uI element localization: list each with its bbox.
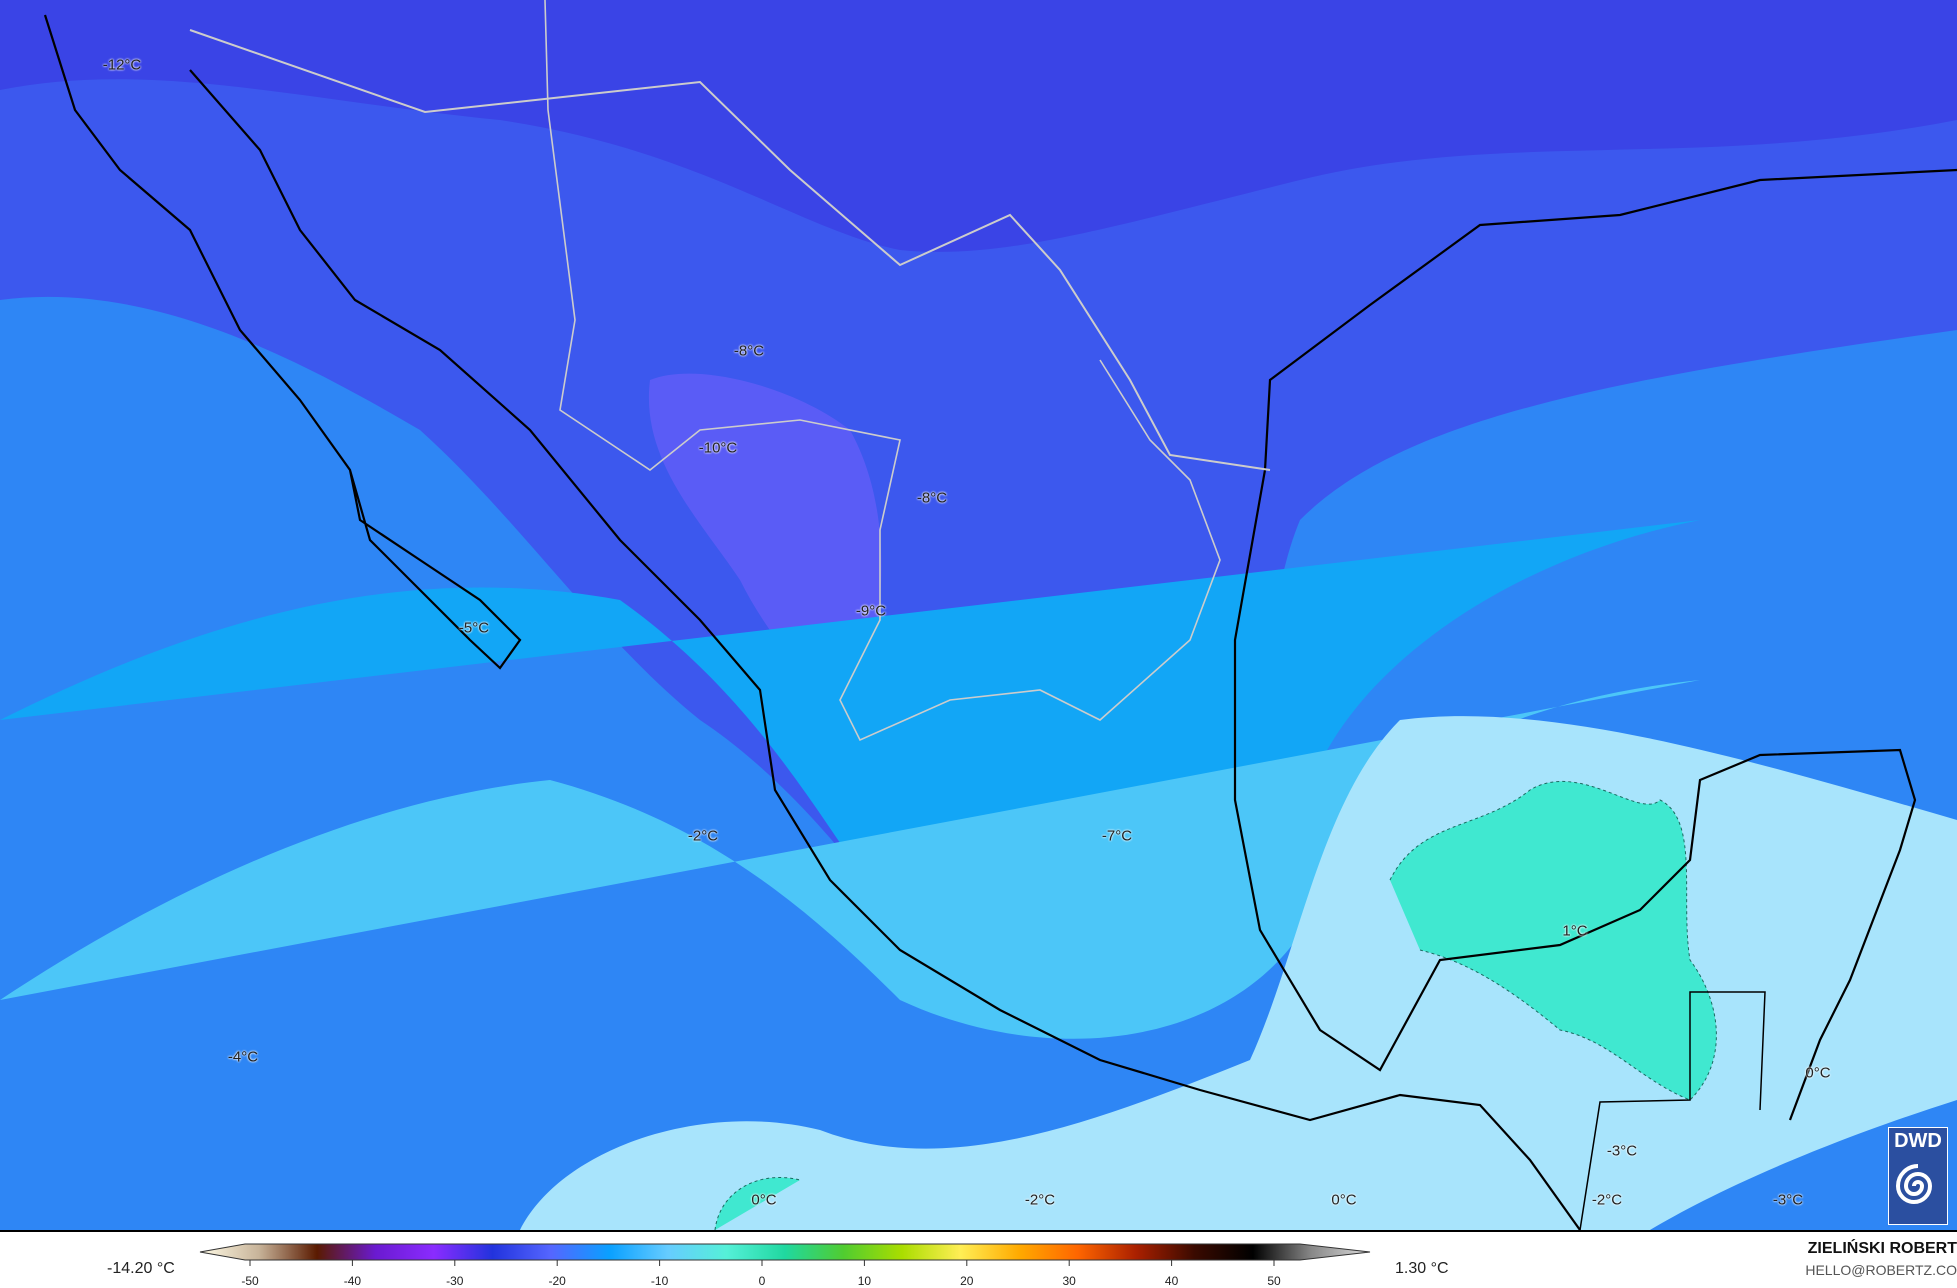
tick-label: 0 (758, 1274, 766, 1288)
coastline-gulf (1233, 168, 1957, 1121)
field-purple-core (648, 373, 882, 700)
contour-label: -7°C (1101, 827, 1133, 845)
dwd-logo: DWD (1888, 1127, 1948, 1225)
tick-label: -30 (446, 1274, 464, 1288)
contour-label: -5°C (458, 619, 490, 637)
contour-label: -4°C (227, 1048, 259, 1066)
contour-label: -12°C (102, 56, 142, 74)
contour-label: -2°C (1024, 1191, 1056, 1209)
spiral-icon (1895, 1164, 1933, 1204)
max-value: 1.30 °C (1395, 1260, 1449, 1277)
state-borders (544, 0, 1221, 742)
dwd-logo-text: DWD (1894, 1130, 1942, 1152)
contour-label: -3°C (1772, 1191, 1804, 1209)
field-light-blue (0, 680, 1700, 1039)
guatemala-border (1579, 991, 1766, 1231)
contour-label: -3°C (1606, 1142, 1638, 1160)
colorbar-ticks (249, 1260, 1275, 1266)
contour-label: -8°C (733, 342, 765, 360)
author-credit: ZIELIŃSKI ROBERT (1807, 1240, 1957, 1257)
author-email: HELLO@ROBERTZ.CO (1805, 1262, 1957, 1278)
field-turquoise-yucatan (1389, 780, 1717, 1101)
us-mexico-border (189, 29, 1271, 471)
contour-label: 1°C (1562, 922, 1588, 940)
field-dark-north (0, 0, 1957, 252)
map-canvas (0, 0, 1957, 1231)
tick-label: -50 (241, 1274, 259, 1288)
tick-label: -40 (343, 1274, 362, 1288)
min-value: -14.20 °C (107, 1260, 175, 1277)
contour-label: -10°C (698, 439, 738, 457)
coastline-baja (43, 14, 522, 670)
colorbar (199, 1243, 1371, 1266)
tick-label: -20 (548, 1274, 566, 1288)
tick-label: -10 (650, 1274, 669, 1288)
contour-label: 0°C (1805, 1064, 1831, 1082)
tick-label: 40 (1164, 1274, 1179, 1288)
colorbar-bar (199, 1243, 1371, 1261)
coastline-pacific (189, 69, 1581, 1231)
tick-label: 30 (1062, 1274, 1076, 1288)
tick-label: 20 (960, 1274, 974, 1288)
contour-label: 0°C (1331, 1191, 1357, 1209)
temperature-map: -12°C -8°C -10°C -8°C -9°C -5°C -2°C -7°… (0, 0, 1957, 1232)
contour-label: 0°C (751, 1191, 777, 1209)
contour-label: -8°C (916, 489, 948, 507)
contour-label: -2°C (1591, 1191, 1623, 1209)
contour-label: -9°C (855, 602, 887, 620)
contour-label: -2°C (687, 827, 719, 845)
tick-label: 50 (1267, 1274, 1281, 1288)
field-turquoise-south (714, 1176, 801, 1231)
legend-footer: -14.20 °C -50 -40 -30 -20 -10 0 10 20 30 40 50 1.3… (0, 1232, 1957, 1288)
tick-label: 10 (857, 1274, 872, 1288)
